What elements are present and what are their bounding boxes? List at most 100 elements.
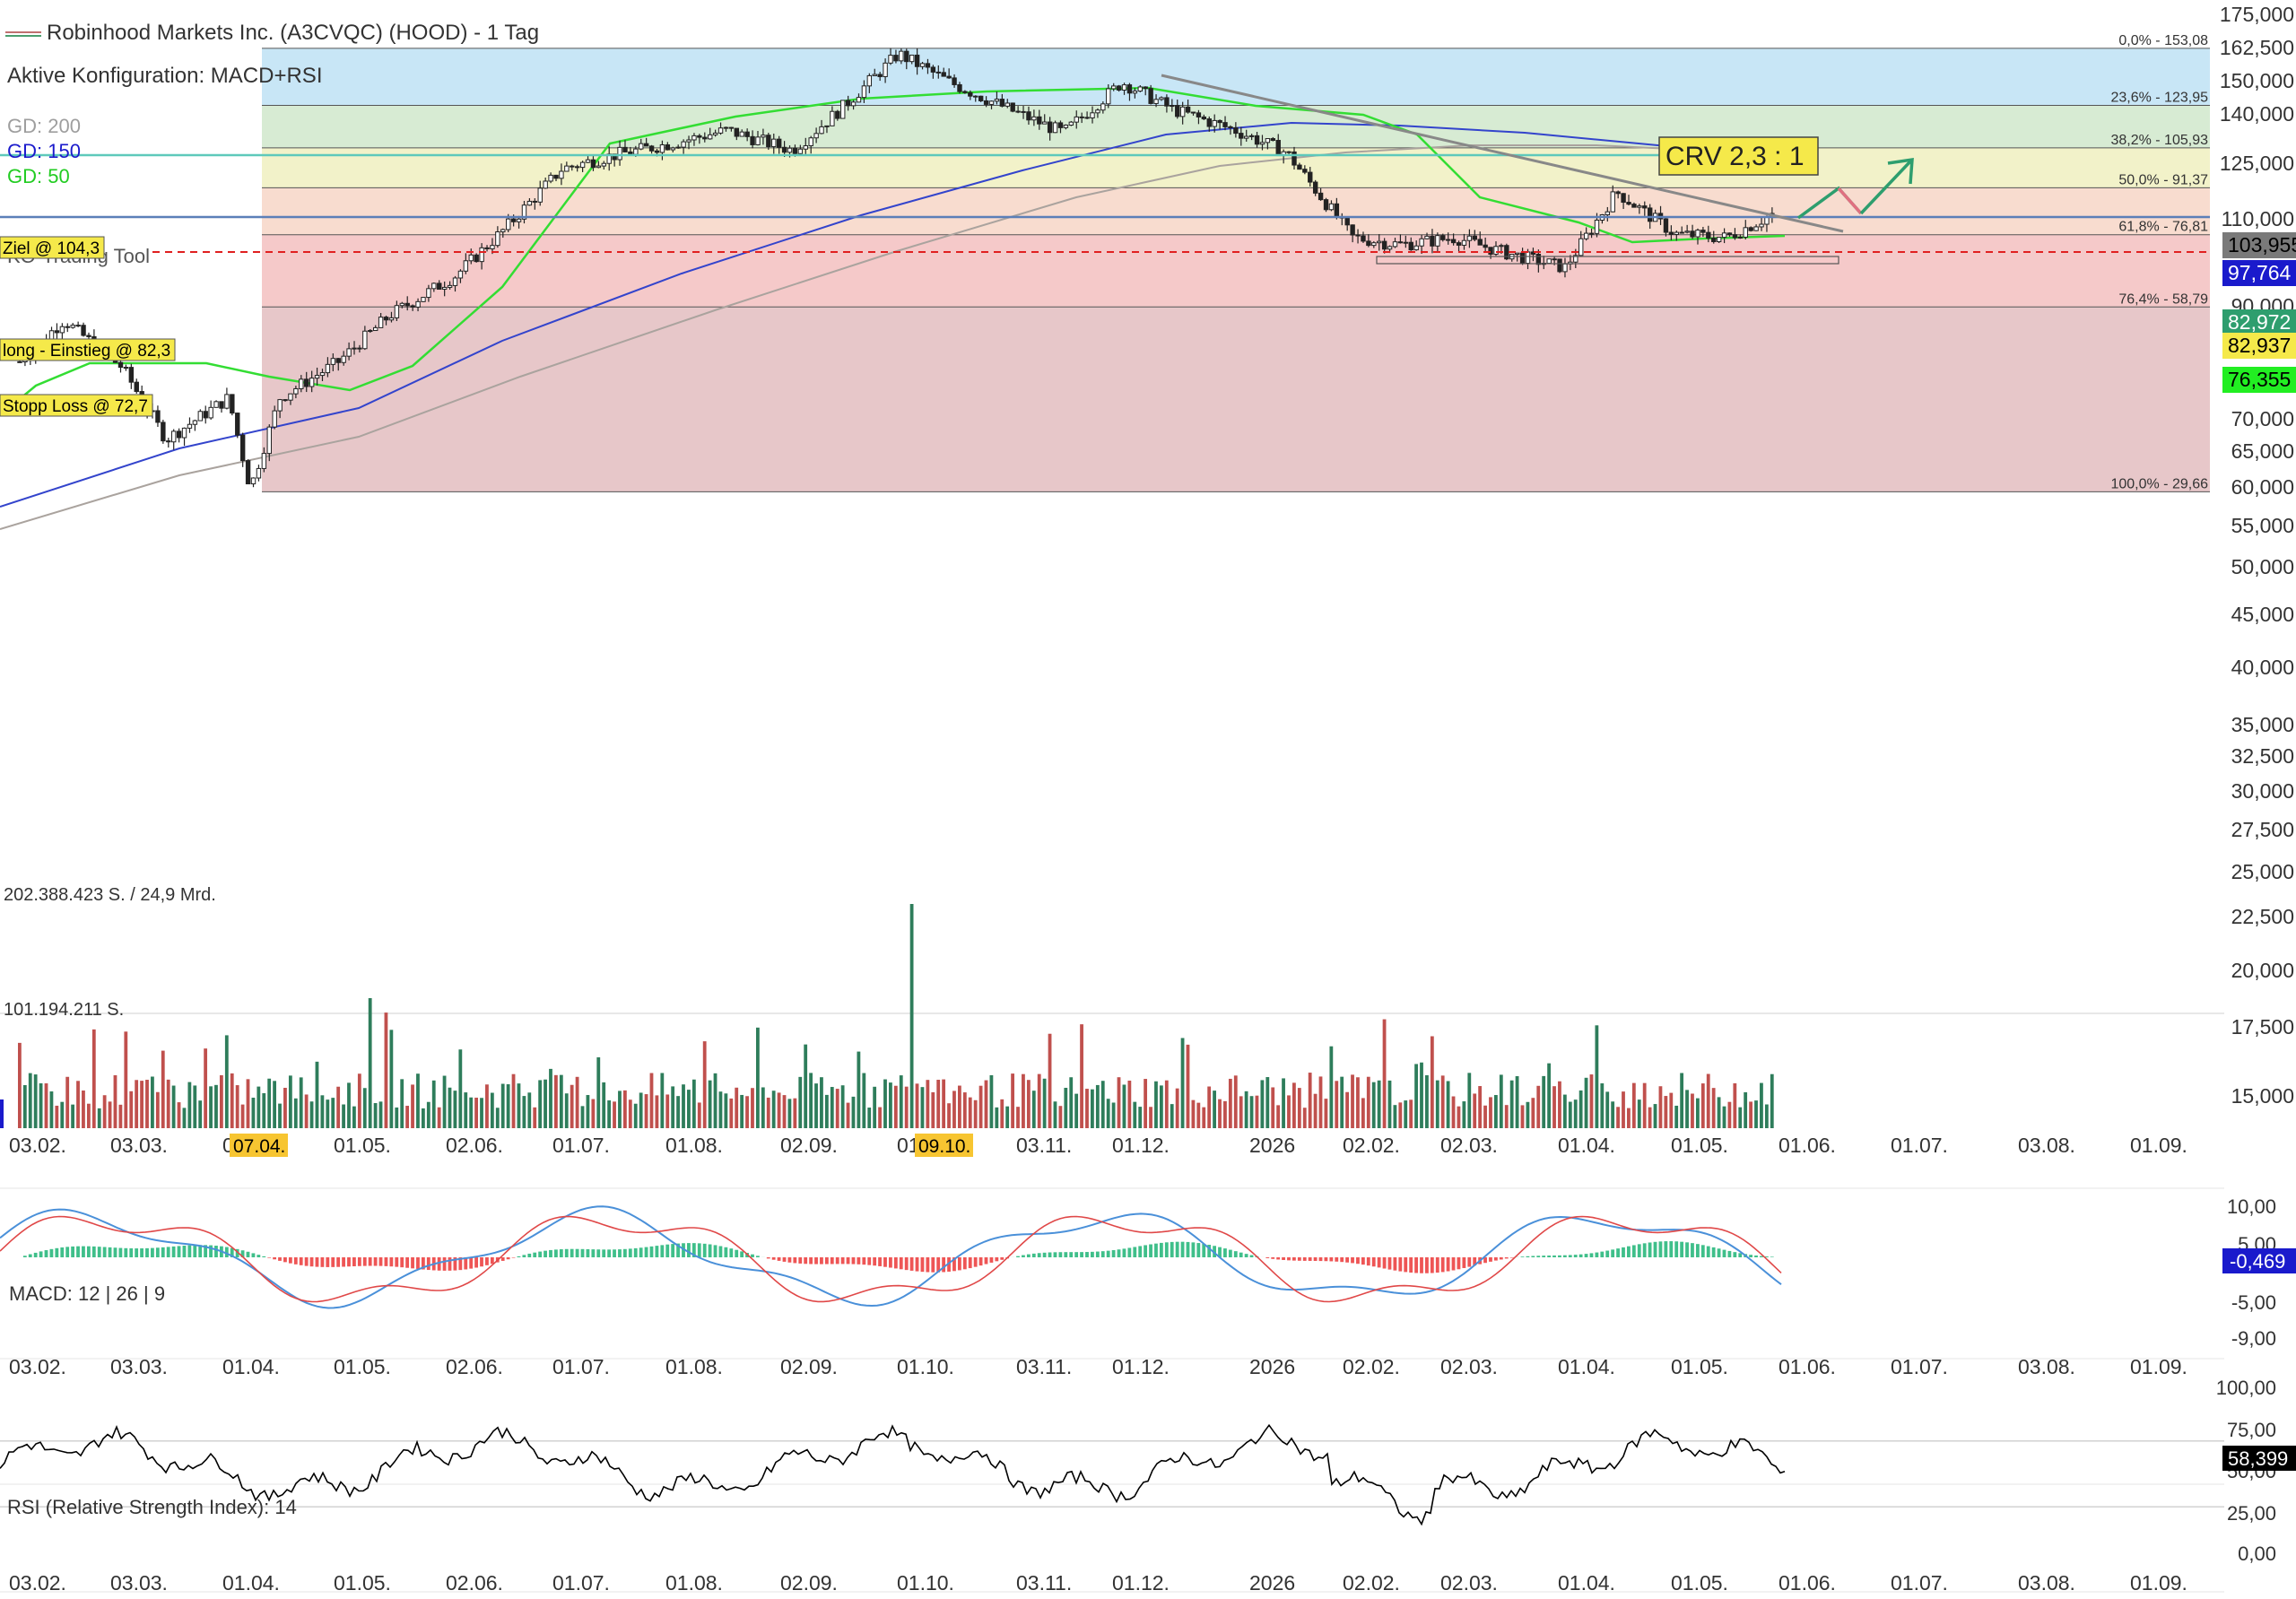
date-highlight — [915, 1134, 973, 1157]
macd-histogram-bar — [1499, 1257, 1503, 1260]
volume-bar — [1520, 1105, 1525, 1128]
candle-body — [1456, 242, 1462, 246]
price-axis-label: 162,500 — [2220, 36, 2294, 59]
macd-histogram-bar — [1111, 1250, 1116, 1257]
candle-body — [1721, 232, 1727, 239]
macd-histogram-bar — [1552, 1255, 1556, 1257]
candle-body — [1323, 199, 1329, 211]
macd-histogram-bar — [1356, 1257, 1360, 1264]
candle-body — [1371, 242, 1377, 247]
macd-histogram-bar — [416, 1257, 420, 1269]
candle-body — [872, 74, 877, 76]
macd-histogram-bar — [633, 1247, 638, 1257]
volume-bar — [1058, 1106, 1063, 1128]
macd-histogram-bar — [267, 1257, 272, 1258]
candle-body — [1690, 230, 1695, 238]
volume-bar — [846, 1102, 850, 1128]
volume-bar — [469, 1097, 474, 1128]
price-axis-label: 22,500 — [2231, 905, 2294, 928]
macd-histogram-bar — [1022, 1255, 1025, 1257]
macd-histogram-bar — [931, 1257, 935, 1273]
date-label: 02.02. — [1343, 1571, 1400, 1595]
chart-title: Robinhood Markets Inc. (A3CVQC) (HOOD) -… — [47, 21, 539, 45]
volume-bar — [1016, 1107, 1020, 1128]
macd-histogram-bar — [1749, 1255, 1752, 1257]
volume-bar — [1053, 1101, 1057, 1128]
macd-histogram-bar — [49, 1248, 54, 1257]
macd-histogram-bar — [644, 1247, 648, 1257]
candle-body — [1344, 216, 1350, 226]
volume-bar — [273, 1081, 276, 1128]
macd-histogram-bar — [97, 1247, 101, 1257]
date-label: 01.04. — [1558, 1571, 1615, 1595]
volume-bar — [506, 1084, 510, 1128]
candle-body — [1132, 91, 1138, 94]
volume-bar — [426, 1101, 430, 1128]
volume-bar — [1117, 1077, 1121, 1128]
volume-bar — [920, 1087, 925, 1128]
candle-body — [1605, 211, 1611, 216]
volume-bar — [1170, 1104, 1174, 1128]
volume-bar — [978, 1085, 983, 1128]
macd-histogram-bar — [1164, 1242, 1169, 1257]
macd-histogram-bar — [1249, 1255, 1254, 1257]
macd-histogram-bar — [82, 1246, 85, 1257]
macd-line — [0, 1205, 1782, 1309]
candle-body — [330, 358, 336, 365]
macd-histogram-bar — [129, 1247, 134, 1257]
volume-bar — [326, 1099, 330, 1128]
candle-body — [861, 85, 867, 99]
macd-histogram-bar — [39, 1251, 43, 1257]
date-label: 01.09. — [2130, 1134, 2187, 1157]
macd-histogram-bar — [118, 1247, 123, 1257]
volume-bar — [1691, 1093, 1694, 1128]
volume-bar — [219, 1074, 223, 1128]
candle-body — [1753, 226, 1759, 231]
macd-histogram-bar — [1037, 1253, 1041, 1257]
macd-histogram-bar — [135, 1248, 139, 1257]
date-label: 01.06. — [1779, 1134, 1836, 1157]
date-label: 01.05. — [334, 1355, 391, 1378]
volume-mid-label: 101.194.211 S. — [4, 1000, 124, 1020]
candle-body — [1047, 121, 1053, 134]
volume-bar — [395, 1107, 399, 1128]
macd-histogram-bar — [883, 1257, 887, 1267]
volume-bar — [1297, 1088, 1301, 1128]
candle-body — [904, 50, 909, 63]
volume-bar — [1733, 1082, 1737, 1128]
candle-body — [394, 305, 400, 318]
date-label: 03.11. — [1016, 1571, 1072, 1595]
macd-histogram-bar — [1573, 1255, 1578, 1257]
volume-bar — [559, 1074, 563, 1128]
fib-label: 61,8% - 76,81 — [2118, 220, 2208, 235]
macd-histogram-bar — [304, 1257, 309, 1266]
volume-bar — [1542, 1075, 1546, 1128]
macd-panel — [0, 1205, 1782, 1309]
volume-bar — [724, 1093, 728, 1128]
candle-body — [1726, 232, 1733, 236]
volume-bar — [1100, 1081, 1105, 1128]
macd-histogram-bar — [586, 1248, 590, 1257]
volume-bar — [1568, 1101, 1572, 1128]
volume-bar — [1202, 1107, 1206, 1128]
candle-body — [1759, 223, 1764, 228]
candle-body — [1679, 231, 1684, 234]
candle-body — [1403, 241, 1409, 244]
macd-histogram-bar — [665, 1244, 670, 1257]
macd-histogram-bar — [1483, 1257, 1487, 1264]
date-label: 01.08. — [665, 1355, 723, 1378]
volume-bar — [989, 1074, 994, 1128]
macd-histogram-bar — [1642, 1243, 1647, 1257]
volume-bar — [1318, 1076, 1323, 1128]
volume-bar — [549, 1068, 552, 1128]
candle-body — [1126, 84, 1133, 94]
candle-body — [410, 305, 415, 308]
date-label: 03.03. — [110, 1355, 168, 1378]
volume-bar — [1377, 1080, 1381, 1128]
volume-bar — [108, 1101, 112, 1128]
candle-body — [835, 110, 840, 119]
volume-bar — [1727, 1101, 1732, 1128]
candle-body — [346, 348, 352, 357]
date-label: 01.07. — [552, 1355, 610, 1378]
